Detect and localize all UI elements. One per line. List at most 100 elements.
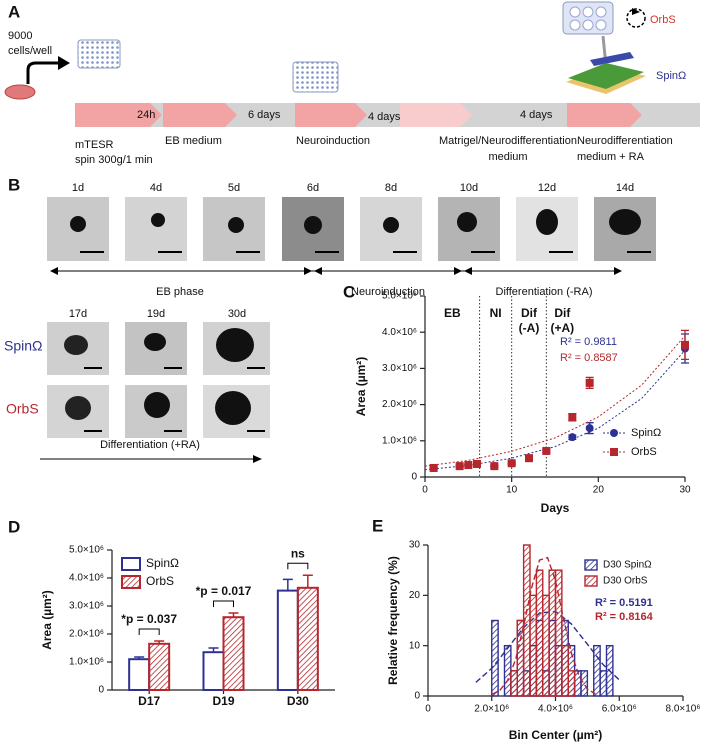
marker [568, 433, 577, 442]
significance-label: *p = 0.037 [121, 612, 177, 626]
fit-curve [491, 556, 596, 696]
organoid [457, 212, 477, 232]
marker [429, 463, 438, 472]
bar [222, 616, 245, 692]
phase-arrow-heads [50, 267, 622, 275]
x-tick-label: 4.0×10⁶ [538, 704, 573, 715]
x-tick-label: 20 [593, 485, 605, 496]
day-label: 17d [69, 308, 87, 320]
organoid [383, 217, 399, 233]
x-axis-title: Days [541, 501, 570, 515]
histogram-bar [593, 644, 601, 697]
histogram-bar [554, 569, 563, 697]
y-tick-label: 3.0×10⁶ [382, 363, 417, 374]
histogram-bar [573, 670, 582, 697]
phase-label: (-A) [519, 321, 540, 335]
seeding-text: cells/well [8, 45, 52, 57]
arrow [26, 61, 60, 84]
marker [507, 459, 516, 468]
panel-label: E [372, 516, 383, 535]
significance-bracket [138, 628, 160, 635]
day-label: 19d [147, 308, 165, 320]
spinner-paddle [590, 52, 634, 66]
duration: 6 days [248, 109, 281, 121]
well-plate [77, 39, 121, 69]
day-label: 1d [72, 182, 84, 194]
marker [455, 462, 464, 471]
histogram-bar [542, 594, 550, 697]
marker [490, 462, 499, 471]
bar [148, 642, 171, 691]
spinning-label: SpinΩ [656, 70, 686, 82]
legend-swatch [584, 559, 598, 571]
y-axis-title: Relative frequency (%) [386, 556, 400, 685]
error-bar [282, 578, 293, 591]
fit-curve [424, 335, 686, 467]
orbital-label: OrbS [650, 14, 676, 26]
x-tick-label: D30 [287, 694, 309, 708]
y-tick-label: 20 [409, 590, 421, 601]
organoid [536, 209, 558, 235]
x-tick-label: 0 [422, 485, 428, 496]
y-axis-title: Area (µm²) [354, 357, 368, 417]
panel-label: D [8, 517, 20, 536]
legend-swatch [121, 575, 141, 589]
arrow-head [58, 56, 70, 70]
micrograph [125, 197, 187, 261]
marker [473, 459, 481, 468]
r2-label: R² = 0.5191 [595, 597, 653, 609]
phase-label: Differentiation (+RA) [100, 439, 200, 451]
r2-label: R² = 0.8587 [560, 352, 618, 364]
phase-label: (+A) [550, 321, 574, 335]
stage-label: Neuroinduction [296, 135, 370, 147]
stage-label: spin 300g/1 min [75, 154, 153, 166]
r2-label: R² = 0.8164 [595, 611, 654, 623]
r2-label: R² = 0.9811 [560, 336, 617, 348]
y-tick-label: 10 [409, 640, 421, 651]
marker [610, 448, 618, 456]
organoid [64, 335, 88, 355]
micrograph-row [47, 197, 656, 261]
legend-label: D30 SpinΩ [603, 560, 652, 571]
bar [296, 586, 319, 691]
day-label: 6d [307, 182, 319, 194]
stage-label: mTESR [75, 139, 114, 151]
histogram-bar [535, 569, 544, 697]
x-tick-label: D17 [138, 694, 160, 708]
organoid [144, 333, 166, 351]
significance-bracket [213, 600, 234, 607]
marker [585, 424, 594, 433]
day-label: 12d [538, 182, 556, 194]
marker [525, 454, 533, 463]
duration: 4 days [520, 109, 553, 121]
organoid [144, 392, 170, 418]
phase-label: EB [444, 306, 461, 320]
legend-label: SpinΩ [631, 427, 661, 439]
organoid [228, 217, 244, 233]
row-label: SpinΩ [4, 338, 43, 354]
seeding-text: 9000 [8, 30, 32, 42]
orbital-icon [626, 8, 646, 28]
histogram-bar [529, 594, 538, 697]
y-tick-label: 5.0×10⁶ [69, 545, 104, 556]
panel-label: A [8, 2, 20, 21]
histogram-bar [548, 569, 557, 697]
legend-swatch [584, 575, 598, 587]
significance-bracket [287, 562, 309, 570]
y-axis-title: Area (µm²) [40, 590, 54, 650]
marker [585, 378, 594, 387]
stage-arrow [75, 103, 162, 127]
stage-arrow [400, 103, 472, 127]
stage-arrow [567, 103, 642, 127]
significance-label: *p = 0.017 [196, 584, 252, 598]
x-tick-label: 10 [506, 485, 518, 496]
organoid [151, 213, 165, 227]
histogram-bar [503, 644, 512, 697]
stage-label: Neurodifferentiation [577, 135, 673, 147]
spinner-wells [568, 63, 644, 89]
duration: 24h [137, 109, 155, 121]
phase-label: EB phase [156, 286, 204, 298]
stage-arrow [295, 103, 367, 127]
panel-label: C [343, 282, 355, 301]
day-label: 8d [385, 182, 397, 194]
